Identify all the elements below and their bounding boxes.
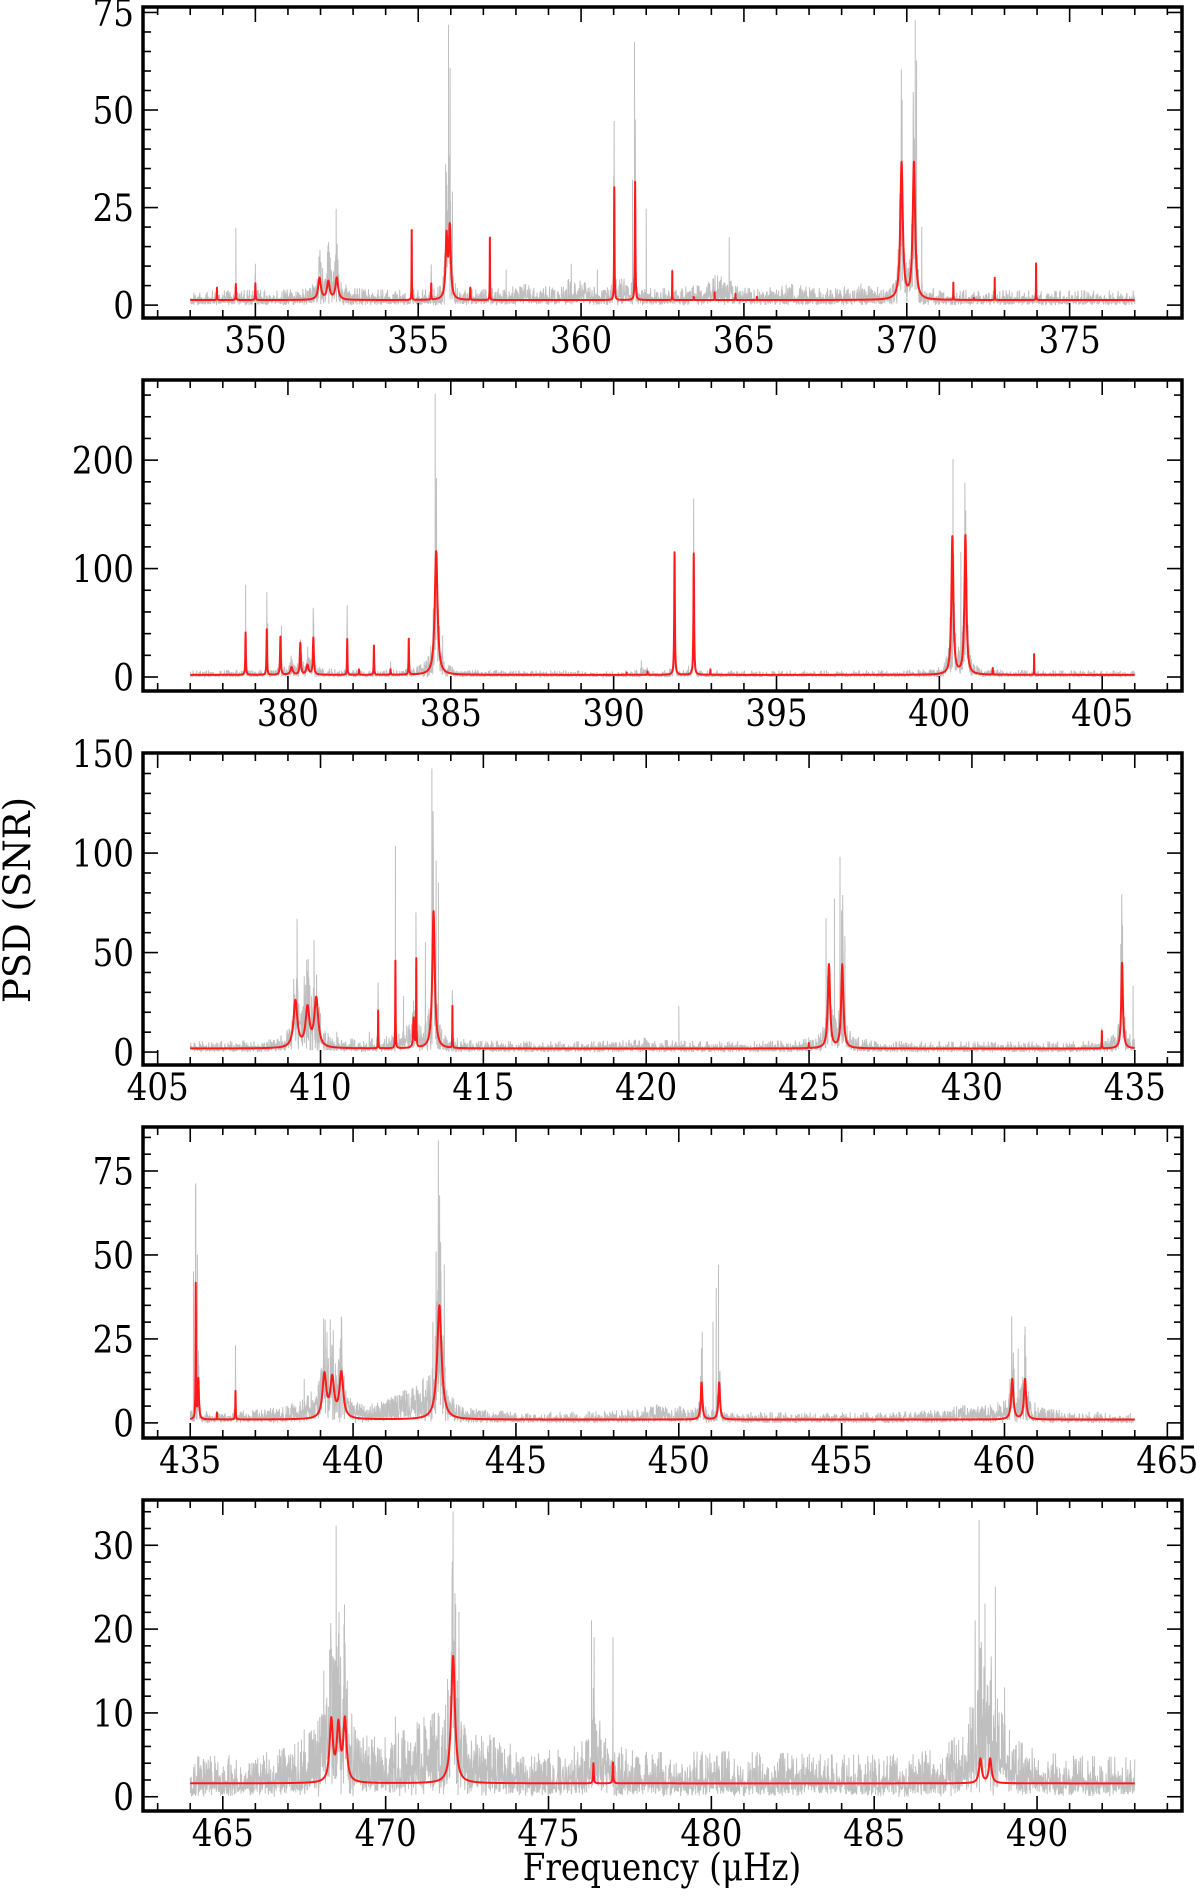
plot-area [189, 768, 1136, 1053]
plot-area [189, 1511, 1136, 1798]
x-axis-label: Frequency (μHz) [523, 1847, 802, 1889]
panels: 350 355 360 365 370 375 0 25 50 75 380 385 390 395 400… [72, 0, 1199, 1856]
axes-frame [141, 378, 1184, 693]
x-tick-label: 350 [224, 320, 286, 362]
panel-1: 350 355 360 365 370 375 0 25 50 75 [93, 0, 1184, 363]
axes-frame [141, 5, 1184, 320]
x-tick-label: 375 [1039, 320, 1101, 362]
y-tick-label: 0 [113, 658, 134, 700]
y-tick-label: 20 [93, 1610, 134, 1652]
x-tick-label: 355 [387, 320, 449, 362]
y-tick-label: 0 [113, 1033, 134, 1075]
y-tick-label: 25 [93, 188, 134, 230]
y-tick-label: 75 [93, 1152, 134, 1194]
x-tick-label: 485 [843, 1813, 905, 1855]
x-tick-label: 365 [713, 320, 775, 362]
panel-2: 380 385 390 395 400 405 0 100 200 [72, 378, 1184, 736]
model-fit-line [189, 533, 1136, 676]
panel-4: 435 440 445 450 455 460 465 0 25 50 75 [93, 1125, 1198, 1483]
x-tick-label: 430 [941, 1067, 1003, 1109]
model-fit-line [189, 1281, 1136, 1421]
x-tick-label: 410 [289, 1067, 351, 1109]
x-tick-label: 405 [127, 1067, 189, 1109]
x-tick-label: 440 [322, 1440, 384, 1482]
panel-3: 405 410 415 420 425 430 435 0 50 100 150 [72, 734, 1184, 1110]
axes-frame [141, 1125, 1184, 1440]
panel-5: 465 470 475 480 485 490 0 10 20 30 [93, 1498, 1184, 1856]
observed-spectrum-line [189, 1511, 1136, 1798]
x-tick-label: 490 [1006, 1813, 1068, 1855]
x-tick-label: 405 [1071, 693, 1133, 735]
observed-spectrum-line [189, 1140, 1136, 1424]
axes-frame [141, 1498, 1184, 1813]
x-tick-label: 435 [159, 1440, 221, 1482]
model-fit-line [189, 910, 1136, 1050]
x-tick-label: 415 [452, 1067, 514, 1109]
plot-area [189, 393, 1136, 678]
x-tick-label: 420 [615, 1067, 677, 1109]
y-tick-label: 200 [72, 441, 134, 483]
x-tick-label: 475 [517, 1813, 579, 1855]
x-tick-label: 455 [811, 1440, 873, 1482]
y-tick-label: 75 [93, 0, 134, 36]
x-tick-label: 465 [1136, 1440, 1198, 1482]
model-fit-line [189, 160, 1136, 302]
x-tick-label: 380 [257, 693, 319, 735]
x-tick-label: 370 [876, 320, 938, 362]
x-tick-label: 435 [1104, 1067, 1166, 1109]
y-tick-label: 0 [113, 286, 134, 328]
plot-area [189, 1140, 1136, 1424]
x-tick-label: 450 [648, 1440, 710, 1482]
y-tick-label: 0 [113, 1777, 134, 1819]
x-tick-label: 360 [550, 320, 612, 362]
y-tick-label: 50 [93, 1236, 134, 1278]
plot-area [189, 20, 1136, 306]
y-axis-label: PSD (SNR) [0, 797, 39, 1003]
y-tick-label: 100 [72, 549, 134, 591]
axes-frame [141, 751, 1184, 1067]
x-tick-label: 480 [680, 1813, 742, 1855]
x-tick-label: 460 [973, 1440, 1035, 1482]
y-tick-label: 10 [93, 1693, 134, 1735]
x-tick-label: 400 [908, 693, 970, 735]
x-tick-label: 385 [420, 693, 482, 735]
x-tick-label: 425 [778, 1067, 840, 1109]
y-tick-label: 30 [93, 1526, 134, 1568]
y-tick-label: 25 [93, 1319, 134, 1361]
y-tick-label: 150 [72, 734, 134, 776]
y-tick-label: 50 [93, 91, 134, 133]
x-tick-label: 395 [745, 693, 807, 735]
x-tick-label: 465 [192, 1813, 254, 1855]
x-tick-label: 470 [355, 1813, 417, 1855]
x-tick-label: 390 [583, 693, 645, 735]
x-tick-label: 445 [485, 1440, 547, 1482]
model-fit-line [189, 1654, 1136, 1785]
y-tick-label: 0 [113, 1403, 134, 1445]
y-tick-label: 50 [93, 933, 134, 975]
y-tick-label: 100 [72, 834, 134, 876]
